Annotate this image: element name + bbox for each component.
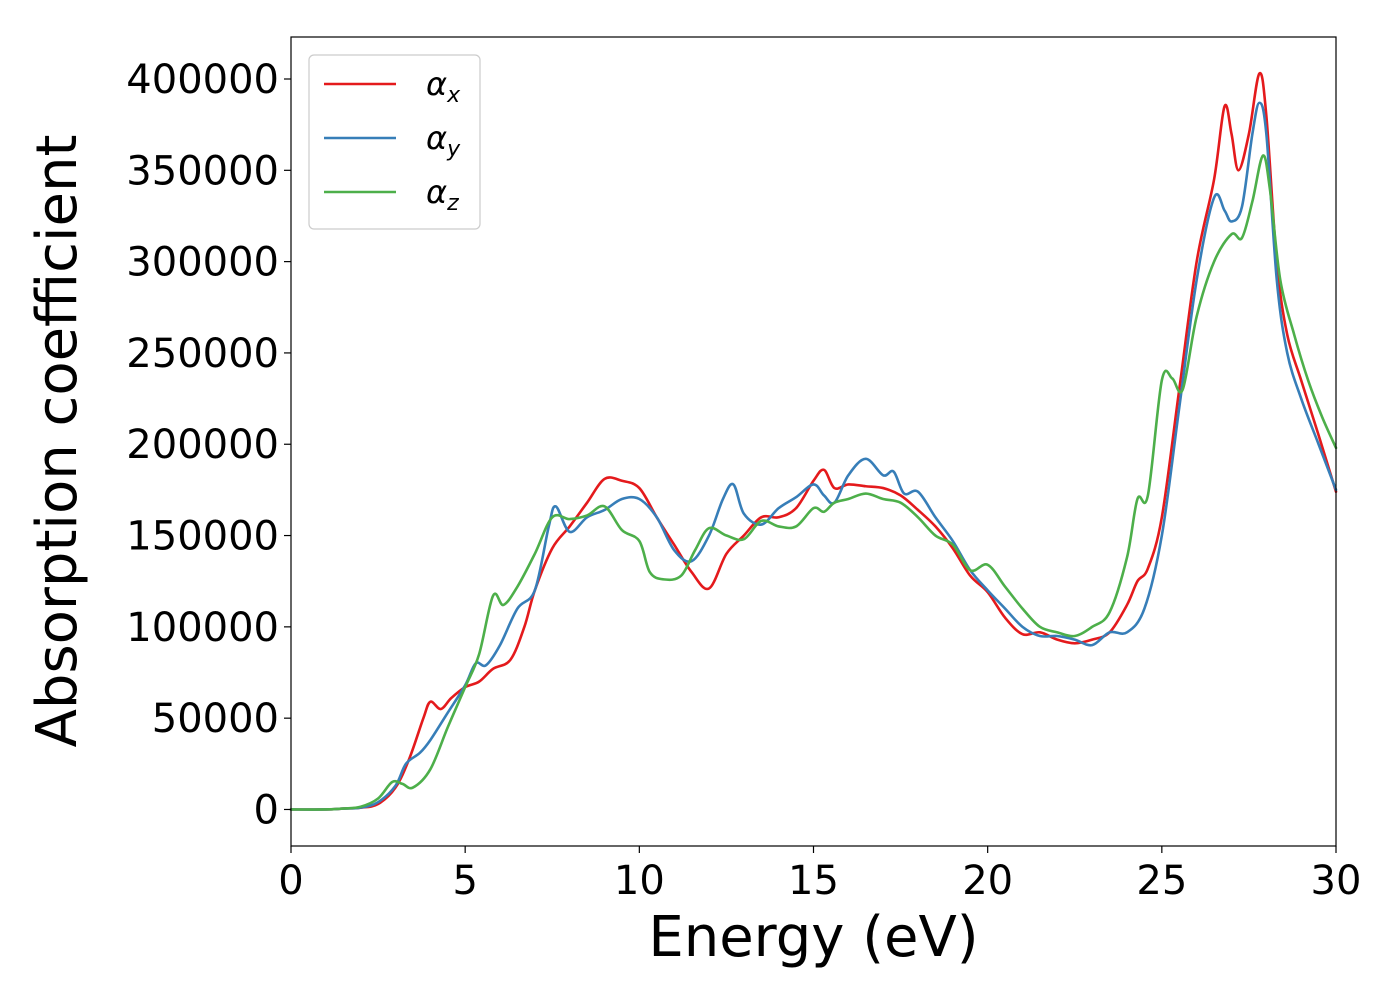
y-tick-label: 50000: [152, 696, 279, 742]
x-axis: 0 5 10 15 20 25 30: [278, 846, 1361, 904]
x-tick-label: 5: [452, 858, 477, 904]
x-tick-label: 15: [788, 858, 839, 904]
legend-box: [308, 54, 481, 230]
y-tick-label: 200000: [126, 422, 279, 468]
y-tick-label: 100000: [126, 605, 279, 651]
series-line-z: [289, 154, 1338, 811]
series-line-y: [289, 101, 1338, 811]
series-line-x: [289, 71, 1338, 811]
y-tick-label: 350000: [126, 148, 279, 194]
y-axis: 0 50000 100000 150000 200000 250000 300000 3500…: [126, 57, 291, 833]
y-tick-label: 0: [254, 787, 279, 833]
x-axis-label: Energy (eV): [648, 905, 978, 970]
y-tick-label: 400000: [126, 57, 279, 103]
legend-subscript: y: [446, 137, 461, 162]
y-axis-label: Absorption coefficient: [25, 135, 90, 748]
x-tick-label: 25: [1136, 858, 1187, 904]
x-tick-label: 10: [614, 858, 665, 904]
series-layer: [289, 71, 1338, 811]
x-tick-label: 30: [1311, 858, 1362, 904]
x-tick-label: 0: [278, 858, 303, 904]
y-tick-label: 150000: [126, 514, 279, 560]
y-tick-label: 250000: [126, 331, 279, 377]
legend-label-y: αy: [426, 119, 461, 162]
x-tick-label: 20: [962, 858, 1013, 904]
y-tick-label: 300000: [126, 240, 279, 286]
legend-subscript: z: [446, 191, 459, 216]
legend-subscript: x: [446, 83, 461, 108]
